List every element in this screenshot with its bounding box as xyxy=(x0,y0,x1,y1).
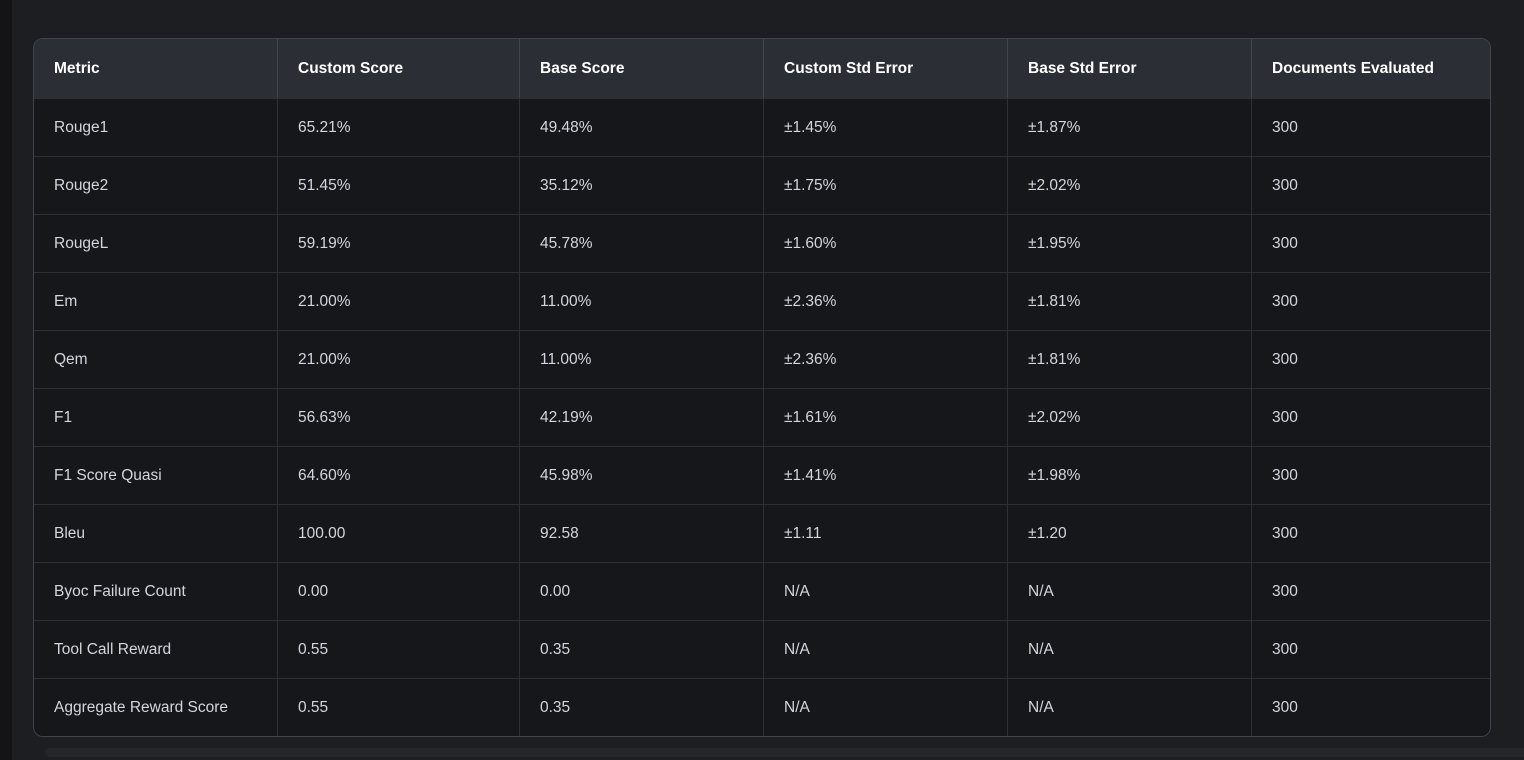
column-header-metric: Metric xyxy=(54,59,100,77)
value-cell: 35.12% xyxy=(519,157,763,214)
column-header-custom-score: Custom Score xyxy=(277,39,519,98)
value-cell: 0.00 xyxy=(277,563,519,620)
value-cell: 300 xyxy=(1251,157,1490,214)
value-cell: N/A xyxy=(1007,563,1251,620)
column-header-base-std-error: Base Std Error xyxy=(1007,39,1251,98)
value-cell: 0.00 xyxy=(519,563,763,620)
column-header-documents-evaluated: Documents Evaluated xyxy=(1251,39,1490,98)
metrics-results-table: Metric Custom Score Base Score Custom St… xyxy=(33,38,1491,737)
value-cell: 11.00% xyxy=(519,331,763,388)
value-cell: N/A xyxy=(763,621,1007,678)
value-cell: ±1.20 xyxy=(1007,505,1251,562)
metric-name-cell: Rouge2 xyxy=(54,176,109,194)
metric-name-cell: Qem xyxy=(54,350,88,368)
value-cell: 300 xyxy=(1251,215,1490,272)
value-cell: ±1.60% xyxy=(763,215,1007,272)
value-cell: 300 xyxy=(1251,505,1490,562)
value-cell: 300 xyxy=(1251,621,1490,678)
value-cell: 300 xyxy=(1251,99,1490,156)
value-cell: ±1.95% xyxy=(1007,215,1251,272)
metric-name-cell: Aggregate Reward Score xyxy=(54,698,229,716)
value-cell: ±1.81% xyxy=(1007,331,1251,388)
table-row: RougeL 59.19% 45.78% ±1.60% ±1.95% 300 xyxy=(34,214,1490,272)
metric-name-cell: F1 xyxy=(54,408,73,426)
table-row: Rouge2 51.45% 35.12% ±1.75% ±2.02% 300 xyxy=(34,156,1490,214)
metric-name-cell: RougeL xyxy=(54,234,109,252)
value-cell: ±1.11 xyxy=(763,505,1007,562)
value-cell: 300 xyxy=(1251,389,1490,446)
metric-name-cell: Tool Call Reward xyxy=(54,640,172,658)
value-cell: ±1.61% xyxy=(763,389,1007,446)
page-edge-strip xyxy=(0,0,12,760)
value-cell: 49.48% xyxy=(519,99,763,156)
column-header-base-score: Base Score xyxy=(519,39,763,98)
value-cell: 100.00 xyxy=(277,505,519,562)
value-cell: 92.58 xyxy=(519,505,763,562)
metric-name-cell: Em xyxy=(54,292,78,310)
bottom-panel-edge xyxy=(45,748,1524,757)
table-row: Qem 21.00% 11.00% ±2.36% ±1.81% 300 xyxy=(34,330,1490,388)
value-cell: 300 xyxy=(1251,447,1490,504)
value-cell: ±1.45% xyxy=(763,99,1007,156)
table-row: Rouge1 65.21% 49.48% ±1.45% ±1.87% 300 xyxy=(34,98,1490,156)
value-cell: N/A xyxy=(763,679,1007,736)
value-cell: ±1.41% xyxy=(763,447,1007,504)
value-cell: 300 xyxy=(1251,273,1490,330)
value-cell: ±2.02% xyxy=(1007,157,1251,214)
table-row: F1 56.63% 42.19% ±1.61% ±2.02% 300 xyxy=(34,388,1490,446)
value-cell: ±1.75% xyxy=(763,157,1007,214)
value-cell: 45.98% xyxy=(519,447,763,504)
column-header-custom-std-error: Custom Std Error xyxy=(763,39,1007,98)
value-cell: ±1.87% xyxy=(1007,99,1251,156)
value-cell: 300 xyxy=(1251,563,1490,620)
value-cell: ±2.36% xyxy=(763,273,1007,330)
table-header-row: Metric Custom Score Base Score Custom St… xyxy=(34,39,1490,98)
metric-name-cell: Rouge1 xyxy=(54,118,109,136)
value-cell: 56.63% xyxy=(277,389,519,446)
value-cell: 11.00% xyxy=(519,273,763,330)
value-cell: 64.60% xyxy=(277,447,519,504)
table-row: F1 Score Quasi 64.60% 45.98% ±1.41% ±1.98% 30… xyxy=(34,446,1490,504)
value-cell: 0.35 xyxy=(519,621,763,678)
value-cell: ±1.81% xyxy=(1007,273,1251,330)
value-cell: ±2.36% xyxy=(763,331,1007,388)
value-cell: 42.19% xyxy=(519,389,763,446)
value-cell: N/A xyxy=(763,563,1007,620)
value-cell: N/A xyxy=(1007,679,1251,736)
table-row: Bleu 100.00 92.58 ±1.11 ±1.20 300 xyxy=(34,504,1490,562)
table-row: Byoc Failure Count 0.00 0.00 N/A N/A 300 xyxy=(34,562,1490,620)
value-cell: 300 xyxy=(1251,331,1490,388)
metric-name-cell: Bleu xyxy=(54,524,86,542)
table-row: Tool Call Reward 0.55 0.35 N/A N/A 300 xyxy=(34,620,1490,678)
value-cell: ±2.02% xyxy=(1007,389,1251,446)
metric-name-cell: F1 Score Quasi xyxy=(54,466,162,484)
value-cell: 21.00% xyxy=(277,331,519,388)
table-body: Rouge1 65.21% 49.48% ±1.45% ±1.87% 300 Rouge2 5… xyxy=(34,98,1490,736)
table-row: Aggregate Reward Score 0.55 0.35 N/A N/A 300 xyxy=(34,678,1490,736)
value-cell: 45.78% xyxy=(519,215,763,272)
value-cell: 300 xyxy=(1251,679,1490,736)
value-cell: 65.21% xyxy=(277,99,519,156)
value-cell: 0.35 xyxy=(519,679,763,736)
value-cell: 0.55 xyxy=(277,679,519,736)
value-cell: 21.00% xyxy=(277,273,519,330)
metric-name-cell: Byoc Failure Count xyxy=(54,582,186,600)
value-cell: ±1.98% xyxy=(1007,447,1251,504)
table-row: Em 21.00% 11.00% ±2.36% ±1.81% 300 xyxy=(34,272,1490,330)
value-cell: N/A xyxy=(1007,621,1251,678)
value-cell: 0.55 xyxy=(277,621,519,678)
value-cell: 51.45% xyxy=(277,157,519,214)
value-cell: 59.19% xyxy=(277,215,519,272)
